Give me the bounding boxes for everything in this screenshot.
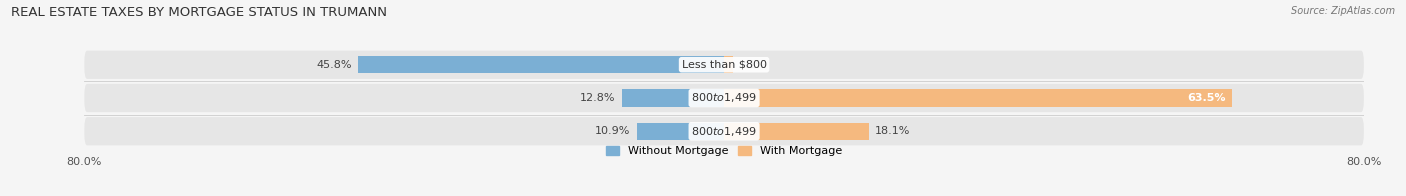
Text: 10.9%: 10.9% [595, 126, 630, 136]
FancyBboxPatch shape [84, 84, 1364, 112]
Bar [637, 123, 724, 140]
Text: Less than $800: Less than $800 [682, 60, 766, 70]
Text: Source: ZipAtlas.com: Source: ZipAtlas.com [1291, 6, 1395, 16]
Text: 1.1%: 1.1% [740, 60, 768, 70]
Bar [724, 56, 733, 73]
Text: 63.5%: 63.5% [1187, 93, 1226, 103]
Bar [621, 89, 724, 107]
Bar [724, 89, 1232, 107]
Text: REAL ESTATE TAXES BY MORTGAGE STATUS IN TRUMANN: REAL ESTATE TAXES BY MORTGAGE STATUS IN … [11, 6, 387, 19]
Text: 18.1%: 18.1% [875, 126, 911, 136]
Text: $800 to $1,499: $800 to $1,499 [692, 92, 756, 104]
Text: $800 to $1,499: $800 to $1,499 [692, 125, 756, 138]
Text: 12.8%: 12.8% [579, 93, 616, 103]
Text: 45.8%: 45.8% [316, 60, 352, 70]
Bar [724, 123, 869, 140]
Bar [359, 56, 724, 73]
Legend: Without Mortgage, With Mortgage: Without Mortgage, With Mortgage [606, 146, 842, 156]
FancyBboxPatch shape [84, 51, 1364, 79]
FancyBboxPatch shape [84, 117, 1364, 145]
